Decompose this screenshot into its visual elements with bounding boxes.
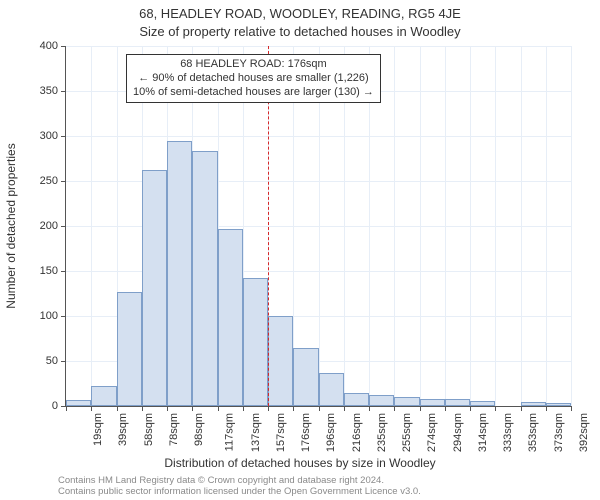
y-tick-label: 100 [18, 310, 58, 322]
histogram-bar [268, 316, 293, 406]
y-tick-label: 350 [18, 85, 58, 97]
x-tick-mark [470, 406, 471, 411]
y-tick-label: 400 [18, 40, 58, 52]
histogram-bar [521, 402, 546, 407]
y-tick-mark [61, 361, 66, 362]
x-tick-mark [218, 406, 219, 411]
gridline-vertical [495, 46, 496, 406]
footer-attribution: Contains HM Land Registry data © Crown c… [58, 476, 421, 498]
x-tick-label: 39sqm [117, 413, 129, 446]
chart-title-address: 68, HEADLEY ROAD, WOODLEY, READING, RG5 … [0, 6, 600, 21]
histogram-bar [319, 373, 344, 406]
gridline-vertical [420, 46, 421, 406]
histogram-bar [243, 278, 268, 406]
y-tick-label: 0 [18, 400, 58, 412]
gridline-vertical [470, 46, 471, 406]
chart-title-subtitle: Size of property relative to detached ho… [0, 24, 600, 39]
x-tick-mark [420, 406, 421, 411]
x-tick-mark [445, 406, 446, 411]
annotation-box: 68 HEADLEY ROAD: 176sqm ← 90% of detache… [126, 54, 381, 103]
x-tick-mark [319, 406, 320, 411]
x-tick-mark [268, 406, 269, 411]
histogram-bar [66, 400, 91, 406]
x-tick-label: 58sqm [143, 413, 155, 446]
x-tick-mark [369, 406, 370, 411]
x-tick-label: 78sqm [168, 413, 180, 446]
x-tick-label: 333sqm [502, 413, 514, 452]
x-tick-mark [394, 406, 395, 411]
x-tick-label: 255sqm [401, 413, 413, 452]
x-tick-label: 196sqm [325, 413, 337, 452]
gridline-vertical [571, 46, 572, 406]
x-tick-mark [243, 406, 244, 411]
x-tick-mark [344, 406, 345, 411]
annotation-line1: 68 HEADLEY ROAD: 176sqm [133, 58, 374, 72]
histogram-bar [394, 397, 419, 406]
histogram-bar [344, 393, 369, 406]
y-axis-label: Number of detached properties [4, 143, 18, 308]
x-axis-label: Distribution of detached houses by size … [0, 456, 600, 470]
histogram-bar [117, 292, 142, 406]
y-tick-label: 300 [18, 130, 58, 142]
gridline-vertical [445, 46, 446, 406]
histogram-bar [546, 403, 571, 406]
x-tick-mark [546, 406, 547, 411]
y-tick-mark [61, 271, 66, 272]
footer-line2: Contains public sector information licen… [58, 487, 421, 498]
x-tick-label: 216sqm [351, 413, 363, 452]
x-tick-label: 314sqm [477, 413, 489, 452]
x-tick-label: 117sqm [224, 413, 236, 451]
y-tick-mark [61, 226, 66, 227]
x-tick-mark [192, 406, 193, 411]
x-tick-label: 137sqm [250, 413, 262, 452]
x-tick-mark [117, 406, 118, 411]
histogram-bar [369, 395, 394, 406]
y-tick-label: 50 [18, 355, 58, 367]
gridline-vertical [394, 46, 395, 406]
y-tick-label: 200 [18, 220, 58, 232]
histogram-bar [167, 141, 192, 406]
histogram-bar [293, 348, 318, 407]
histogram-bar [420, 399, 445, 406]
gridline-vertical [91, 46, 92, 406]
y-tick-mark [61, 181, 66, 182]
x-tick-mark [142, 406, 143, 411]
gridline-vertical [546, 46, 547, 406]
x-tick-label: 19sqm [92, 413, 104, 446]
x-tick-mark [167, 406, 168, 411]
x-tick-label: 294sqm [452, 413, 464, 452]
annotation-line2: ← 90% of detached houses are smaller (1,… [133, 72, 374, 86]
y-tick-mark [61, 91, 66, 92]
x-tick-label: 353sqm [527, 413, 539, 452]
x-tick-label: 392sqm [578, 413, 590, 452]
gridline-vertical [521, 46, 522, 406]
histogram-bar [470, 401, 495, 406]
histogram-bar [142, 170, 167, 406]
x-tick-mark [571, 406, 572, 411]
x-tick-mark [91, 406, 92, 411]
y-tick-mark [61, 136, 66, 137]
x-tick-label: 176sqm [300, 413, 312, 452]
histogram-bar [218, 229, 243, 406]
x-tick-mark [521, 406, 522, 411]
y-tick-mark [61, 316, 66, 317]
x-tick-mark [495, 406, 496, 411]
x-tick-label: 98sqm [193, 413, 205, 446]
plot-area: 68 HEADLEY ROAD: 176sqm ← 90% of detache… [65, 46, 571, 407]
histogram-bar [445, 399, 470, 406]
x-tick-label: 373sqm [553, 413, 565, 452]
histogram-bar [192, 151, 217, 406]
chart-container: 68, HEADLEY ROAD, WOODLEY, READING, RG5 … [0, 0, 600, 500]
annotation-line3: 10% of semi-detached houses are larger (… [133, 86, 374, 100]
y-tick-mark [61, 46, 66, 47]
x-tick-mark [293, 406, 294, 411]
x-tick-label: 274sqm [426, 413, 438, 452]
x-tick-label: 157sqm [275, 413, 287, 452]
y-tick-label: 150 [18, 265, 58, 277]
x-tick-mark [66, 406, 67, 411]
y-tick-label: 250 [18, 175, 58, 187]
histogram-bar [91, 386, 116, 406]
x-tick-label: 235sqm [376, 413, 388, 452]
